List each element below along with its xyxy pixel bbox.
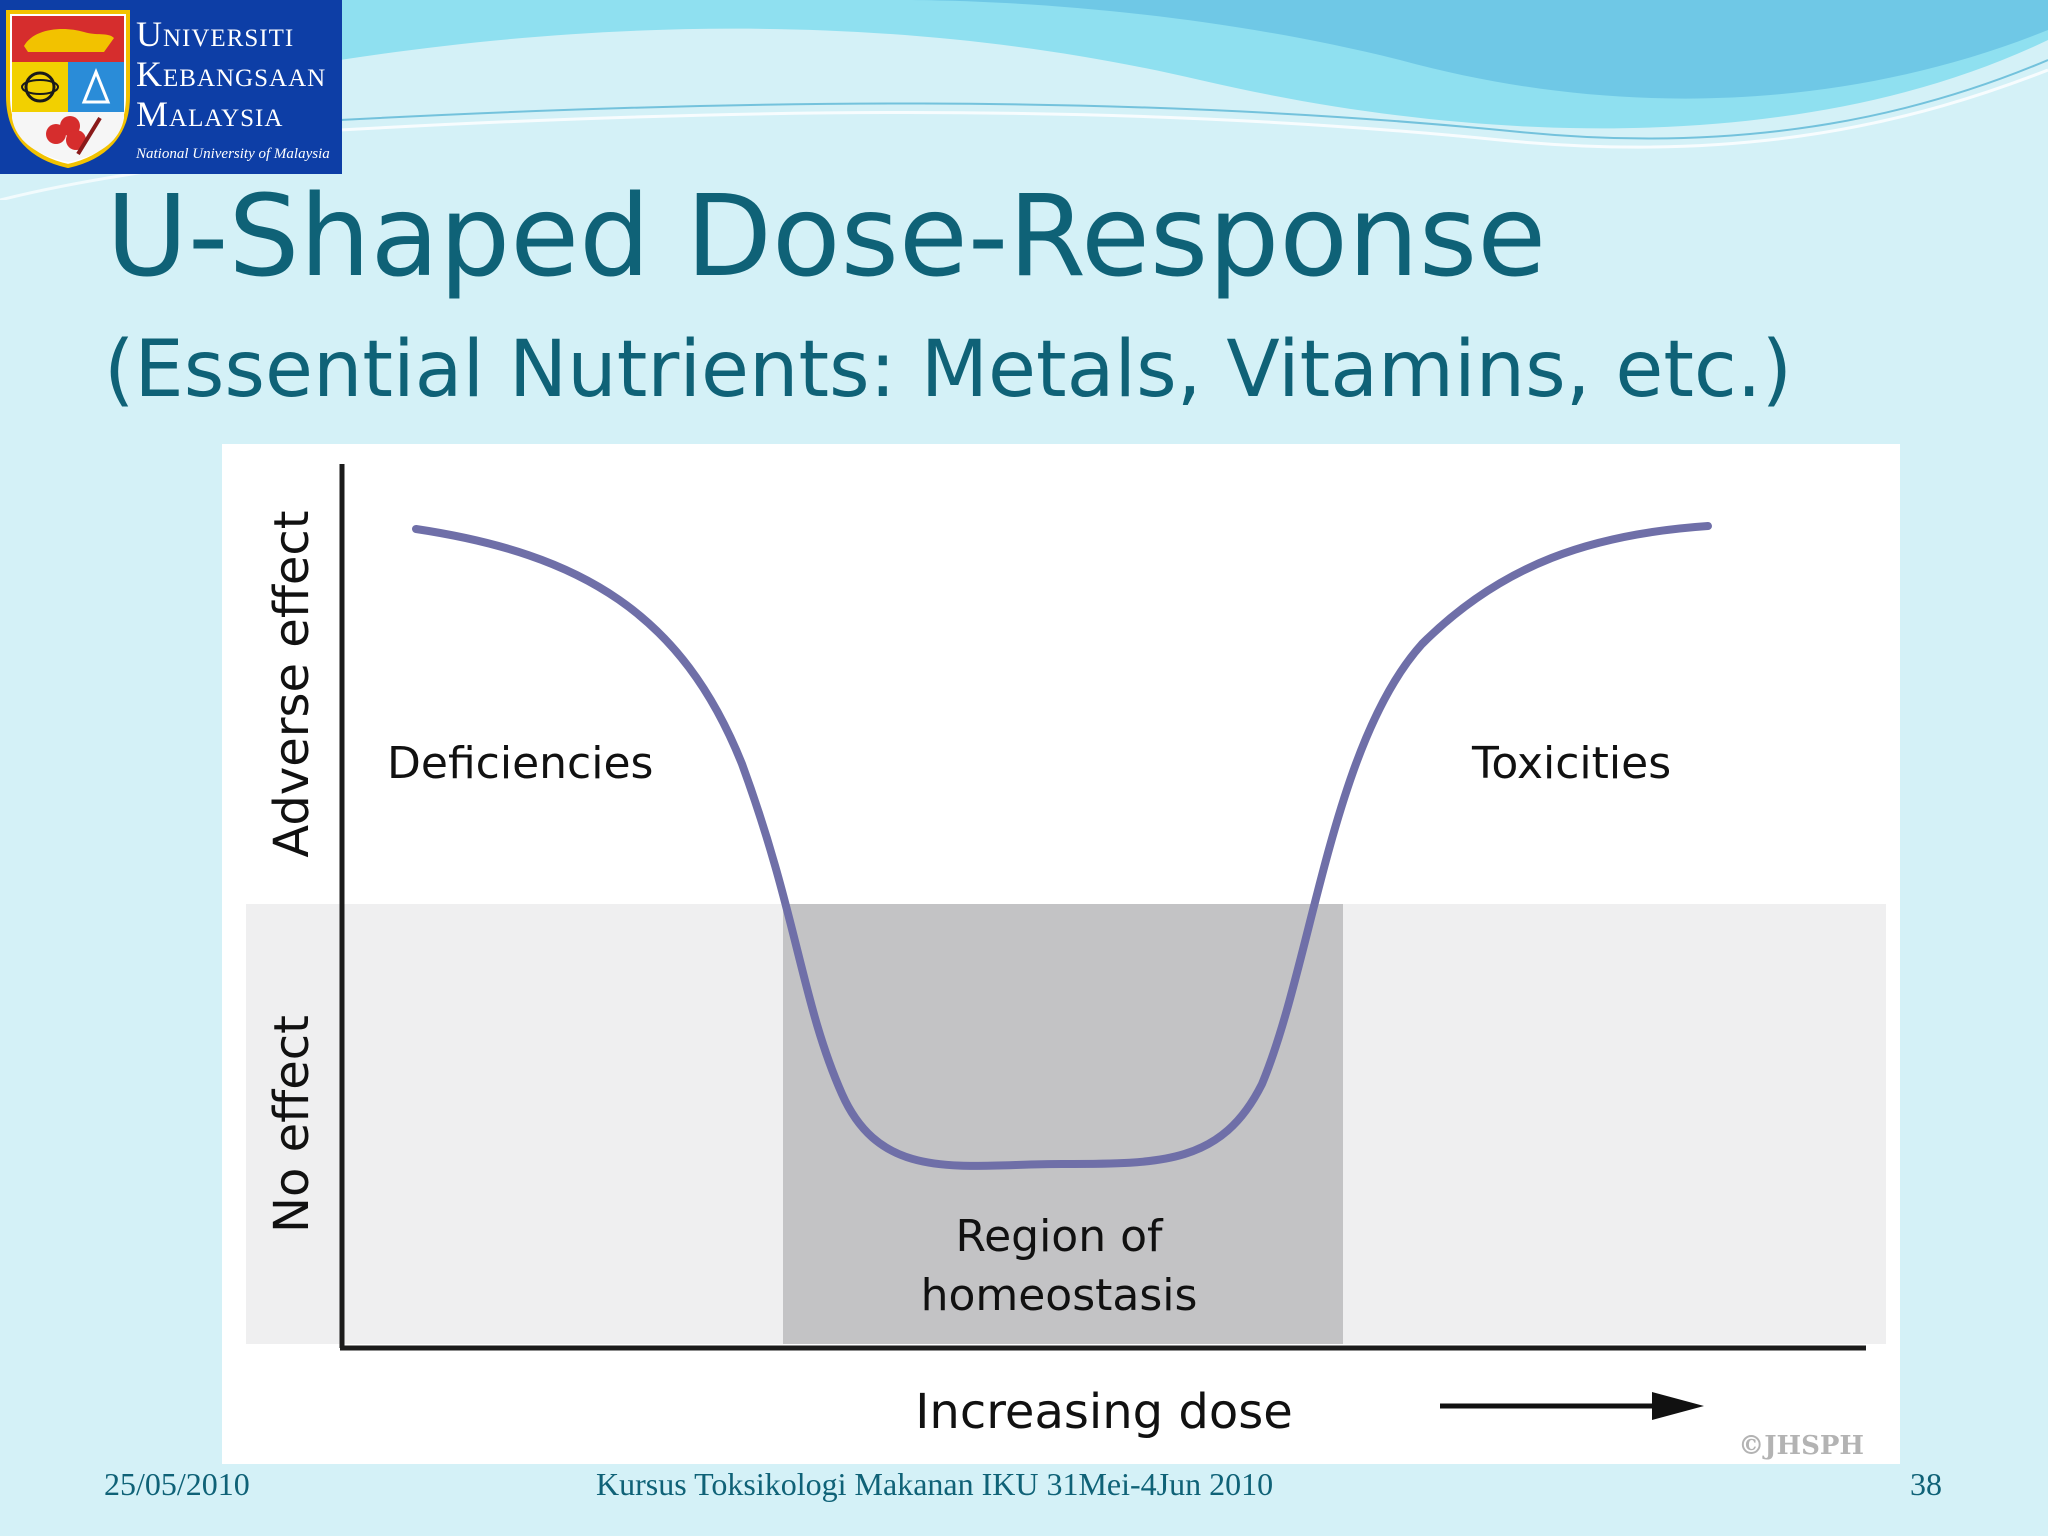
homeostasis-label-line-1: Region of xyxy=(955,1211,1164,1262)
slide-title: U-Shaped Dose-Response xyxy=(106,172,1547,302)
y-label-adverse-effect: Adverse effect xyxy=(264,510,320,857)
logo-line-3: Malaysia xyxy=(136,94,284,134)
header-wave-decoration xyxy=(0,0,2048,200)
dose-direction-arrow-icon xyxy=(1440,1392,1704,1420)
logo-line-2: Kebangsaan xyxy=(136,54,327,94)
footer-page-number: 38 xyxy=(1910,1466,1942,1502)
y-label-no-effect: No effect xyxy=(264,1015,320,1233)
deficiencies-label: Deficiencies xyxy=(387,738,653,789)
footer-course: Kursus Toksikologi Makanan IKU 31Mei-4Ju… xyxy=(596,1466,1274,1502)
university-logo: Universiti Kebangsaan Malaysia National … xyxy=(0,0,342,174)
university-crest-icon xyxy=(6,10,130,169)
slide-subtitle: (Essential Nutrients: Metals, Vitamins, … xyxy=(104,325,1793,415)
dose-response-diagram: Adverse effect No effect Deficiencies To… xyxy=(222,444,1900,1464)
homeostasis-band xyxy=(783,904,1343,1344)
logo-wordmark: Universiti Kebangsaan Malaysia xyxy=(136,14,326,134)
x-label-increasing-dose: Increasing dose xyxy=(915,1384,1292,1440)
dose-response-svg: Adverse effect No effect Deficiencies To… xyxy=(246,464,1886,1461)
logo-subtitle: National University of Malaysia xyxy=(136,146,330,162)
footer-date: 25/05/2010 xyxy=(104,1466,250,1502)
credit-watermark: ©JHSPH xyxy=(1738,1431,1864,1461)
logo-line-1: Universiti xyxy=(136,14,295,54)
u-shaped-curve xyxy=(412,522,1712,1170)
homeostasis-label-line-2: homeostasis xyxy=(921,1270,1198,1321)
toxicities-label: Toxicities xyxy=(1471,738,1671,789)
